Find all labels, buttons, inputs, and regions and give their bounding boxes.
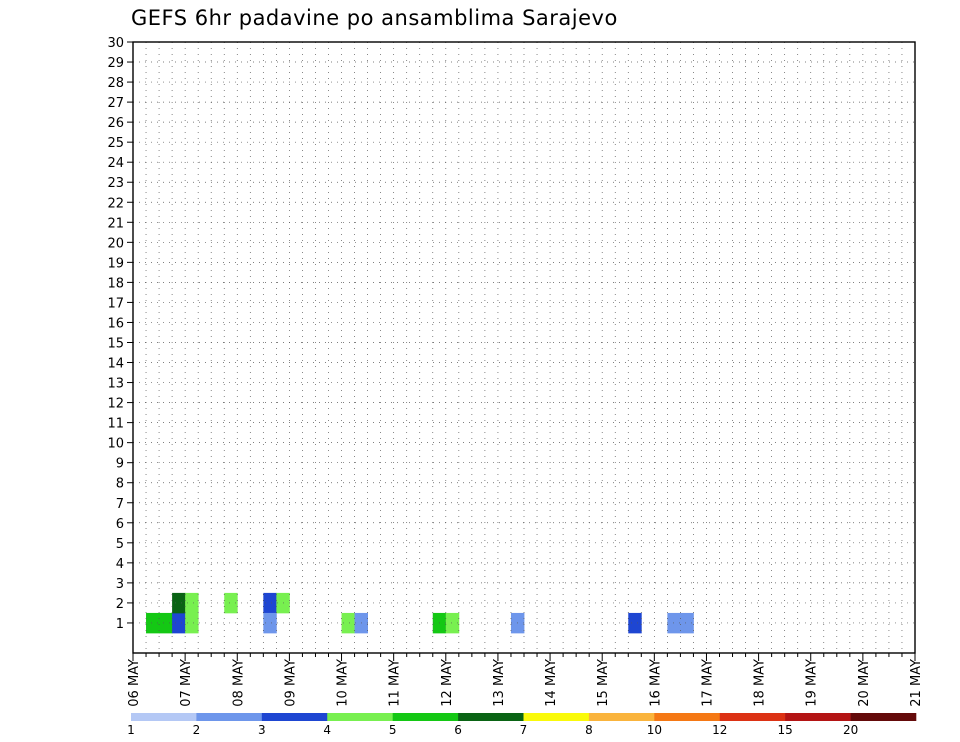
y-tick-label: 11 xyxy=(107,417,124,432)
colorbar-label: 12 xyxy=(712,723,727,737)
y-tick-label: 21 xyxy=(107,216,124,231)
colorbar-label: 8 xyxy=(585,723,593,737)
heatmap-cell xyxy=(185,592,199,614)
x-tick-label: 16 MAY xyxy=(648,659,663,707)
x-tick-label: 11 MAY xyxy=(388,659,403,707)
y-tick-label: 17 xyxy=(107,296,124,311)
y-tick-label: 16 xyxy=(107,316,124,331)
x-tick-label: 20 MAY xyxy=(857,659,872,707)
heatmap-cell xyxy=(445,612,460,634)
y-tick-label: 12 xyxy=(107,397,124,412)
x-tick-label: 21 MAY xyxy=(909,659,924,707)
colorbar-label: 2 xyxy=(193,723,201,737)
colorbar-label: 6 xyxy=(454,723,462,737)
heatmap-cell xyxy=(341,612,355,634)
heatmap-cell xyxy=(172,612,186,634)
y-tick-label: 28 xyxy=(107,76,124,91)
heatmap-cell xyxy=(263,592,277,614)
colorbar-label: 20 xyxy=(843,723,858,737)
y-tick-label: 26 xyxy=(107,116,124,131)
colorbar-swatch xyxy=(327,713,393,721)
heatmap-cell xyxy=(680,612,694,634)
heatmap-cell xyxy=(224,592,238,614)
colorbar-swatch xyxy=(850,713,917,721)
heatmap-cell xyxy=(159,612,173,634)
colorbar-label: 10 xyxy=(647,723,662,737)
y-tick-label: 22 xyxy=(107,196,124,211)
y-tick-label: 23 xyxy=(107,176,124,191)
y-tick-label: 14 xyxy=(107,357,124,372)
grid-layer xyxy=(133,41,915,653)
x-tick-label: 15 MAY xyxy=(596,659,611,707)
colorbar-label: 3 xyxy=(258,723,266,737)
colorbar-swatch xyxy=(261,713,328,721)
y-tick-label: 13 xyxy=(107,377,124,392)
y-tick-label: 2 xyxy=(116,597,124,612)
frame-layer xyxy=(132,41,916,654)
x-tick-label: 12 MAY xyxy=(440,659,455,707)
x-tick-label: 06 MAY xyxy=(127,659,142,707)
y-tick-label: 3 xyxy=(116,577,124,592)
colorbar-swatch xyxy=(131,713,197,721)
y-tick-label: 5 xyxy=(116,537,124,552)
y-tick-label: 24 xyxy=(107,156,124,171)
chart-title: GEFS 6hr padavine po ansamblima Sarajevo xyxy=(131,6,618,30)
y-tick-label: 4 xyxy=(116,557,124,572)
x-tick-label: 09 MAY xyxy=(283,659,298,707)
y-tick-label: 18 xyxy=(107,276,124,291)
x-tick-label: 07 MAY xyxy=(179,659,194,707)
x-tick-label: 18 MAY xyxy=(753,659,768,707)
y-tick-label: 25 xyxy=(107,136,124,151)
colorbar-label: 4 xyxy=(323,723,331,737)
colorbar-swatch xyxy=(392,713,459,721)
colorbar-swatch xyxy=(588,713,655,721)
heatmap-cell xyxy=(185,612,199,634)
colorbar-swatch xyxy=(719,713,786,721)
y-tick-label: 29 xyxy=(107,56,124,71)
colorbar-label: 7 xyxy=(520,723,528,737)
colorbar-label: 15 xyxy=(778,723,793,737)
y-tick-label: 15 xyxy=(107,336,124,351)
colorbar-label: 5 xyxy=(389,723,397,737)
x-tick-label: 14 MAY xyxy=(544,659,559,707)
heatmap-cell xyxy=(263,612,277,634)
y-tick-label: 7 xyxy=(116,497,124,512)
colorbar-swatch xyxy=(196,713,263,721)
heatmap-cell xyxy=(667,612,681,634)
heatmap-cell xyxy=(172,592,186,614)
y-tick-label: 10 xyxy=(107,437,124,452)
colorbar-label: 1 xyxy=(127,723,135,737)
colorbar-swatch xyxy=(458,713,524,721)
x-axis: 06 MAY 07 MAY 08 MAY 09 MAY 10 MAY 11 MAY 12 M… xyxy=(127,653,924,707)
y-tick-label: 20 xyxy=(107,236,124,251)
y-tick-label: 30 xyxy=(107,36,124,51)
y-tick-label: 9 xyxy=(116,457,124,472)
x-tick-label: 10 MAY xyxy=(336,659,351,707)
x-tick-label: 17 MAY xyxy=(700,659,715,707)
y-tick-label: 19 xyxy=(107,256,124,271)
x-tick-label: 08 MAY xyxy=(231,659,246,707)
heatmap-cell xyxy=(628,612,642,634)
colorbar-swatch xyxy=(654,713,721,721)
colorbar-swatch xyxy=(785,713,851,721)
plot-frame xyxy=(132,41,916,654)
y-tick-label: 6 xyxy=(116,517,124,532)
y-tick-label: 27 xyxy=(107,96,124,111)
x-tick-label: 13 MAY xyxy=(492,659,507,707)
y-axis: 1234567891011121314151617181920212223242… xyxy=(107,36,133,632)
y-tick-label: 1 xyxy=(116,617,124,632)
colorbar: 1 2 3 4 5 6 7 8 10 12 15 20 xyxy=(127,713,917,737)
heatmap-cell xyxy=(146,612,160,634)
x-tick-label: 19 MAY xyxy=(805,659,820,707)
y-tick-label: 8 xyxy=(116,477,124,492)
cells-layer xyxy=(146,592,694,634)
colorbar-swatch xyxy=(523,713,590,721)
